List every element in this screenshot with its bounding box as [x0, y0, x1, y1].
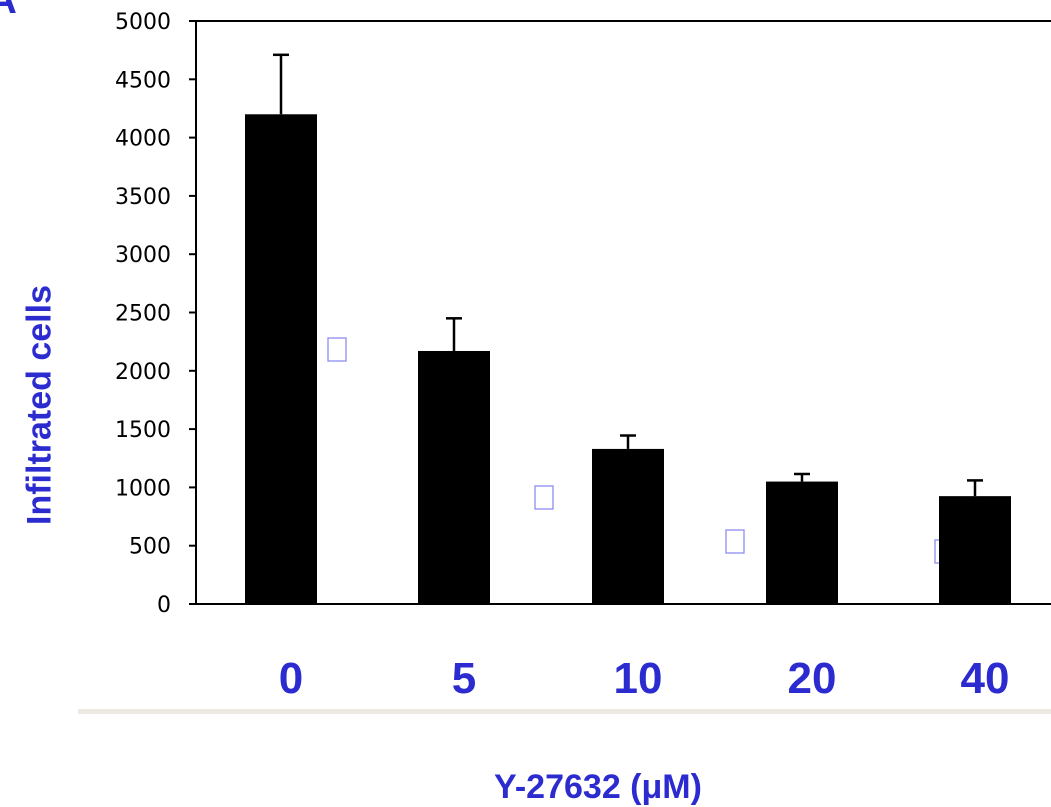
- x-tick-label: 10: [614, 654, 663, 703]
- y-tick-label: 2000: [115, 360, 171, 385]
- y-tick-label: 3500: [115, 185, 171, 210]
- x-tick-label: 40: [961, 654, 1010, 703]
- y-tick-label: 2500: [115, 302, 171, 327]
- x-axis-label: Y-27632 (μM): [494, 768, 702, 806]
- x-tick-label: 20: [788, 654, 837, 703]
- y-tick-label: 1000: [115, 476, 171, 501]
- y-tick-label: 3000: [115, 243, 171, 268]
- y-axis-label: Infiltrated cells: [20, 285, 59, 525]
- bar: [418, 350, 490, 604]
- placeholder-marker: [725, 529, 745, 554]
- plot-area: 0 500 1000 1500 2000 2500 3000 3500 4000 4500 5000…: [78, 10, 1051, 714]
- bar: [939, 496, 1011, 604]
- y-tick-label: 1500: [115, 418, 171, 443]
- separator-rule: [78, 709, 1051, 714]
- x-tick-label: 0: [279, 654, 303, 703]
- bar: [245, 114, 317, 604]
- y-tick-label: 4000: [115, 127, 171, 152]
- placeholder-marker: [534, 485, 554, 510]
- placeholder-marker: [327, 337, 347, 362]
- y-tick-label: 0: [157, 593, 171, 618]
- x-tick-label: 5: [452, 654, 476, 703]
- y-tick-label: 500: [129, 535, 171, 560]
- y-tick-label: 5000: [115, 10, 171, 35]
- panel-label: A: [0, 0, 17, 22]
- bar: [592, 448, 664, 604]
- bar: [766, 481, 838, 604]
- y-tick-label: 4500: [115, 68, 171, 93]
